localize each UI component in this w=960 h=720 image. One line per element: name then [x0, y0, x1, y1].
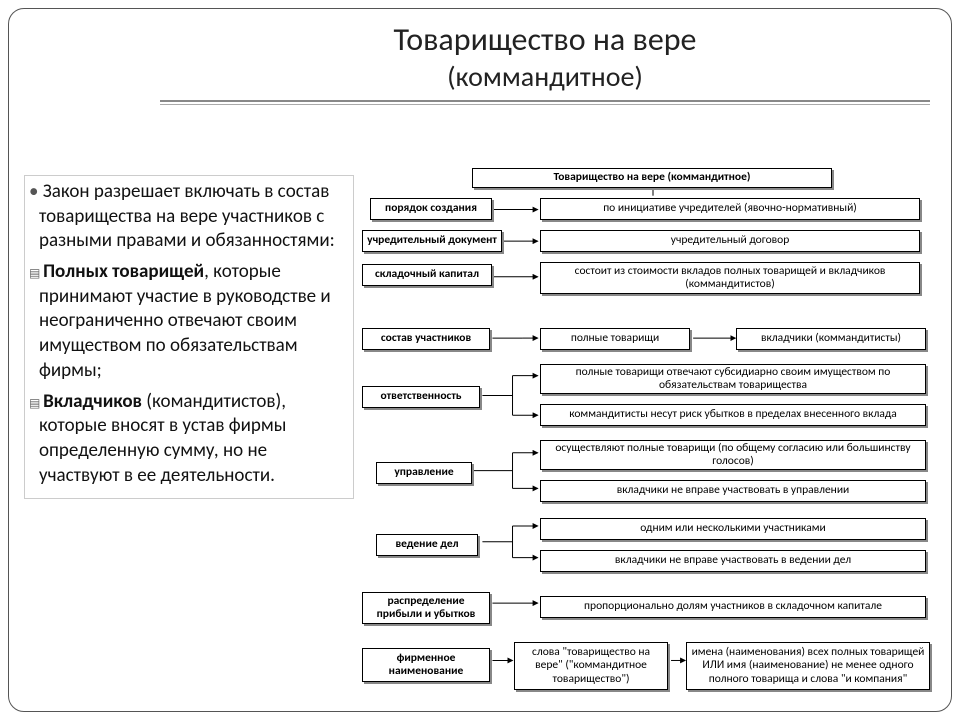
bullet-investors: Вкладчиков (командитистов), которые внос… [25, 390, 349, 489]
bullet-full-partners: Полных товарищей, которые принимают учас… [25, 260, 349, 383]
value-liability-1: полные товарищи отвечают субсидиарно сво… [540, 364, 926, 394]
title-rule-2 [160, 104, 930, 105]
label-affairs: ведение дел [376, 534, 478, 556]
value-firm-name-1: слова "товарищество на вере" ("коммандит… [514, 642, 668, 690]
label-firm-name: фирменное наименование [362, 648, 490, 682]
label-participants: состав участников [362, 328, 490, 350]
value-management-2: вкладчики не вправе участвовать в управл… [540, 480, 926, 502]
value-creation: по инициативе учредителей (явочно-нормат… [540, 198, 920, 220]
label-distribution: распределение прибыли и убытков [362, 592, 490, 624]
title-block: Товарищество на вере (коммандитное) [160, 20, 930, 105]
value-affairs-2: вкладчики не вправе участвовать в ведени… [540, 550, 926, 572]
title-line2: (коммандитное) [160, 59, 930, 94]
value-liability-2: коммандитисты несут риск убытков в преде… [540, 404, 926, 426]
intro-text: Закон разрешает включать в состав товари… [25, 180, 349, 254]
value-full-partners: полные товарищи [540, 328, 690, 350]
value-distribution: пропорционально долям участников в склад… [540, 596, 926, 618]
label-capital: складочный капитал [362, 264, 492, 286]
value-management-1: осуществляют полные товарищи (по общему … [540, 440, 926, 470]
diagram-area: Товарищество на вере (коммандитное) поря… [362, 168, 944, 702]
left-text-column: Закон разрешает включать в состав товари… [24, 175, 354, 499]
value-investors: вкладчики (коммандитисты) [736, 328, 926, 350]
label-creation: порядок создания [370, 198, 492, 220]
value-capital: состоит из стоимости вкладов полных това… [540, 262, 920, 294]
label-management: управление [376, 462, 472, 484]
value-founding-doc: учредительный договор [540, 230, 920, 252]
value-firm-name-2: имена (наименования) всех полных товарищ… [686, 642, 930, 690]
value-affairs-1: одним или несколькими участниками [540, 518, 926, 540]
diagram-header: Товарищество на вере (коммандитное) [472, 168, 832, 188]
label-founding-doc: учредительный документ [362, 230, 502, 252]
title-line1: Товарищество на вере [160, 20, 930, 59]
label-liability: ответственность [362, 386, 480, 408]
title-rule [160, 100, 930, 102]
